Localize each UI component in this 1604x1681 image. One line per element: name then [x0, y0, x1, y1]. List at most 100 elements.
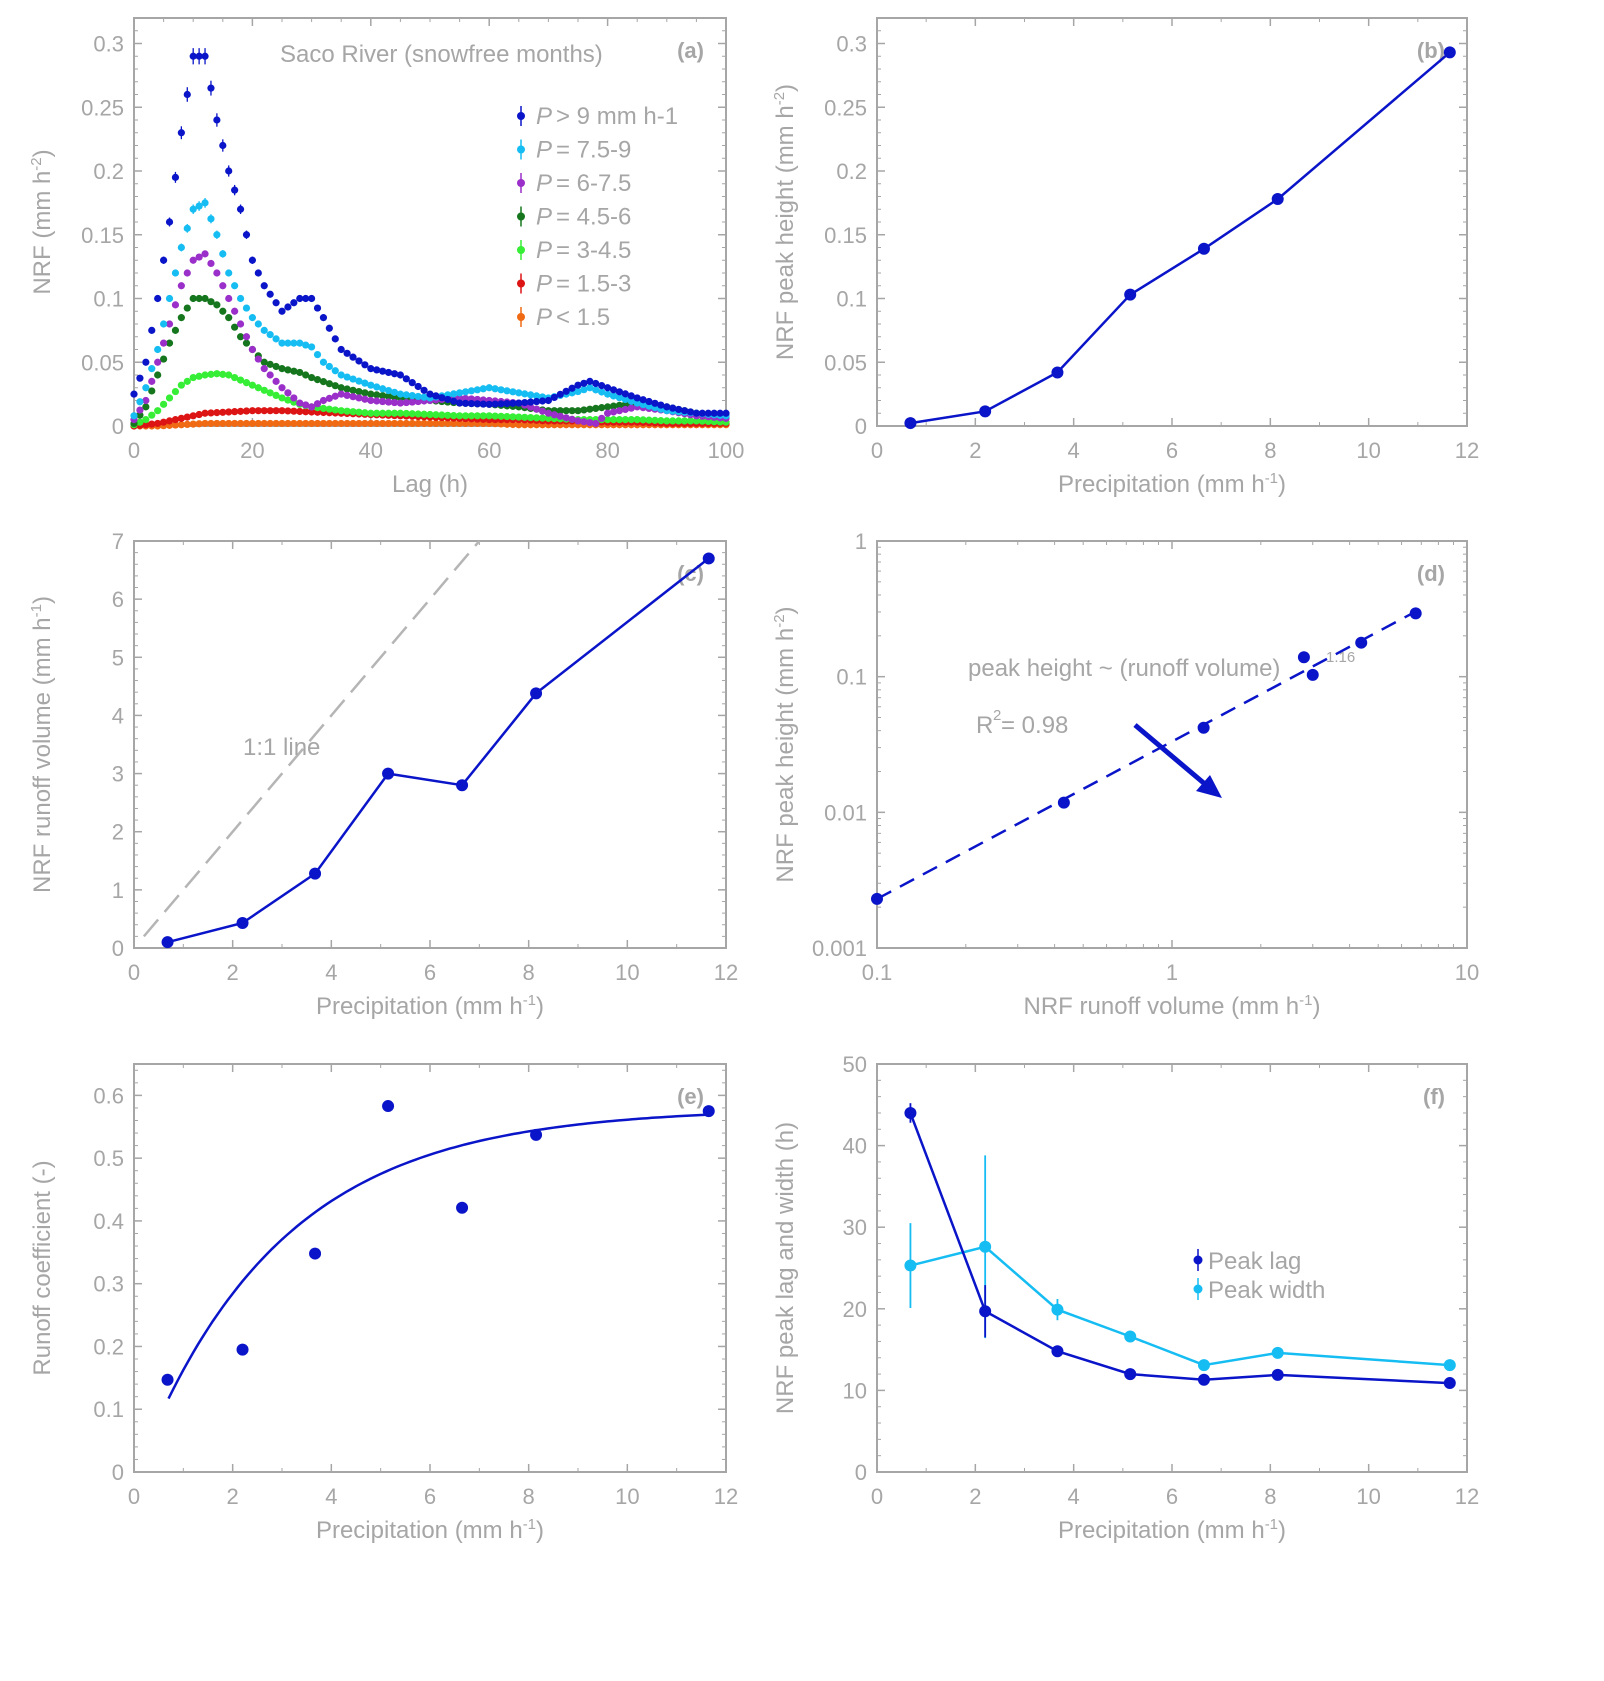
- y-tick-label: 30: [843, 1215, 867, 1240]
- data-point: [248, 407, 256, 415]
- plot-frame: [876, 1063, 1468, 1473]
- data-point: [384, 386, 393, 395]
- data-point: [290, 394, 298, 402]
- legend-label: Peak width: [1208, 1277, 1325, 1304]
- data-point: [586, 377, 594, 385]
- data-point: [160, 339, 168, 347]
- data-point: [645, 397, 653, 406]
- data-point: [201, 199, 209, 207]
- data-point: [207, 215, 215, 223]
- data-point: [456, 389, 464, 397]
- y-tick-label: 0.1: [836, 665, 867, 690]
- data-point: [538, 397, 547, 405]
- y-axis-label: NRF peak height (mm h-2): [771, 84, 799, 360]
- data-point: [456, 779, 469, 792]
- data-point: [509, 399, 517, 407]
- y-tick-label: 10: [843, 1378, 867, 1403]
- data-point: [562, 407, 570, 415]
- data-point: [284, 396, 292, 404]
- data-point: [716, 409, 724, 417]
- arrow-head: [1196, 775, 1222, 798]
- data-point: [402, 409, 410, 418]
- data-point: [165, 339, 174, 347]
- y-tick-label: 0.1: [836, 287, 867, 312]
- data-point: [373, 366, 381, 374]
- data-point: [231, 419, 239, 428]
- data-point: [308, 408, 316, 416]
- data-point: [325, 362, 333, 371]
- data-point: [136, 398, 144, 406]
- series-1: [130, 197, 730, 420]
- data-point: [580, 406, 588, 414]
- data-point: [485, 384, 493, 392]
- data-point: [272, 377, 280, 385]
- data-point: [355, 387, 363, 396]
- x-tick-label: 2: [969, 1484, 981, 1509]
- y-tick-label: 5: [112, 645, 124, 670]
- data-point: [183, 413, 191, 421]
- data-point: [530, 687, 543, 700]
- data-point: [621, 416, 629, 424]
- y-tick-label: 2: [112, 820, 124, 845]
- data-point: [219, 282, 227, 290]
- panel-label: (e): [677, 1084, 704, 1109]
- data-point: [532, 397, 541, 406]
- x-tick-label: 6: [1166, 438, 1178, 463]
- data-point: [408, 392, 416, 400]
- data-point: [396, 371, 404, 379]
- data-point: [556, 390, 564, 398]
- data-point: [461, 399, 470, 407]
- data-point: [349, 419, 357, 428]
- data-point: [242, 231, 251, 239]
- data-point: [686, 417, 695, 425]
- data-point: [219, 370, 227, 378]
- data-point: [420, 386, 428, 394]
- data-point: [160, 400, 168, 408]
- r2-value: = 0.98: [1001, 712, 1068, 739]
- data-point: [343, 391, 351, 399]
- data-point: [207, 419, 215, 428]
- data-point: [284, 419, 292, 428]
- y-tick-label: 0: [855, 414, 867, 439]
- data-point: [260, 386, 268, 394]
- data-point: [136, 374, 144, 382]
- data-point: [260, 282, 268, 290]
- data-point: [621, 395, 629, 404]
- legend-prefix: P: [536, 304, 552, 331]
- data-point: [574, 381, 582, 389]
- legend-label: > 9 mm h-1: [556, 103, 678, 130]
- legend-marker: [517, 212, 525, 221]
- x-tick-label: 4: [1068, 438, 1080, 463]
- data-point: [361, 379, 369, 387]
- data-point: [509, 388, 517, 396]
- data-point: [154, 358, 162, 366]
- data-point: [136, 411, 144, 419]
- series-line: [909, 1112, 1450, 1385]
- data-point: [136, 418, 144, 426]
- y-tick-label: 0.2: [93, 1334, 124, 1359]
- data-point: [296, 294, 304, 303]
- legend-label: = 7.5-9: [556, 137, 631, 164]
- data-point: [722, 409, 730, 417]
- data-point: [538, 407, 547, 415]
- data-point: [160, 355, 168, 363]
- y-tick-label: 40: [843, 1134, 867, 1159]
- data-point: [355, 357, 363, 365]
- data-point: [319, 396, 328, 405]
- data-point: [568, 415, 576, 423]
- data-point: [574, 407, 582, 415]
- data-point: [509, 413, 517, 421]
- y-tick-label: 20: [843, 1297, 867, 1322]
- data-point: [1271, 1346, 1284, 1359]
- data-point: [349, 408, 357, 416]
- data-point: [444, 395, 452, 404]
- data-point: [574, 387, 582, 396]
- data-point: [266, 419, 274, 428]
- series-peak-lag: [904, 1103, 1456, 1390]
- data-point: [438, 411, 446, 419]
- data-point: [308, 419, 316, 428]
- data-point: [1306, 668, 1319, 681]
- data-point: [669, 404, 677, 412]
- data-point: [219, 408, 227, 416]
- data-point: [702, 1105, 715, 1118]
